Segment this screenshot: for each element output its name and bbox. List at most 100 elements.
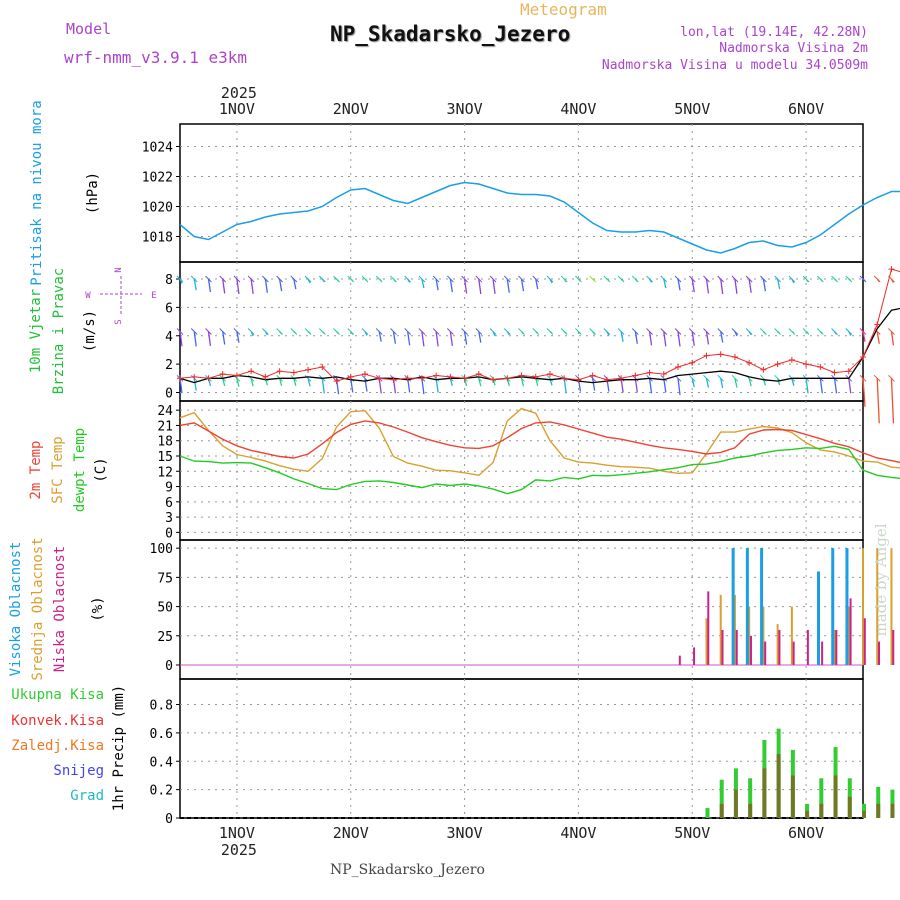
wind-arrow-head	[660, 275, 668, 283]
wind-arrow	[777, 378, 781, 386]
wind-arrow-head	[333, 275, 340, 283]
wind-arrow-head	[404, 275, 412, 283]
wind-arrow-head	[760, 328, 767, 335]
wind-arrow	[677, 278, 681, 291]
wind-arrow-head	[674, 275, 682, 283]
y-tick-label: 0	[165, 812, 173, 827]
wind-arrow-head	[262, 328, 269, 335]
wind-arrow-head	[333, 328, 340, 335]
wind-arrow-head	[304, 275, 312, 283]
time-label-bottom: 2NOV	[333, 824, 369, 842]
wind-arrow	[634, 331, 638, 344]
y-tick-label: 8	[165, 273, 173, 288]
wind-arrow	[663, 278, 667, 289]
gust-marker	[831, 369, 838, 376]
wind-arrow-head	[390, 328, 397, 335]
wind-arrow-head	[802, 328, 810, 335]
gust-marker	[490, 376, 497, 383]
wind-arrow	[705, 278, 710, 294]
wind-arrow	[435, 278, 439, 291]
wind-arrow	[592, 378, 596, 391]
wind-arrow-head	[859, 374, 867, 382]
gust-marker	[233, 372, 240, 379]
convective-precip-bar	[805, 810, 810, 818]
wind-arrow-head	[276, 275, 283, 283]
panel-unit-label: (%)	[90, 596, 106, 621]
y-tick-label: 4	[165, 330, 173, 345]
y-tick-label: 2	[165, 358, 173, 373]
y-tick-label: 75	[157, 571, 173, 586]
y-tick-label: 0	[165, 526, 173, 541]
wind-arrow	[463, 331, 468, 345]
time-label-bottom: 5NOV	[674, 824, 710, 842]
wind-arrow-head	[219, 328, 227, 335]
gust-marker	[219, 371, 226, 378]
gust-marker	[845, 368, 852, 375]
wind-arrow-head	[603, 328, 611, 335]
wind-arrow-head	[233, 275, 241, 283]
gust-marker	[603, 376, 610, 383]
wind-arrow	[449, 331, 453, 346]
wind-arrow	[492, 278, 496, 294]
panel-unit-label: (hPa)	[85, 172, 101, 214]
gust-marker	[746, 359, 753, 366]
time-label-top: 1NOV	[219, 100, 255, 118]
wind-arrow	[293, 378, 297, 386]
wind-arrow-head	[816, 275, 824, 283]
gust-marker	[632, 372, 639, 379]
wind-arrow-head	[802, 275, 810, 283]
wind-arrow-head	[731, 328, 739, 335]
wind-arrow-head	[318, 328, 326, 335]
gust-marker	[475, 371, 482, 378]
panel-legend-label: 2m Temp	[28, 440, 44, 499]
gust-marker	[660, 371, 667, 378]
wind-arrow-head	[532, 275, 540, 283]
time-label-bottom: 4NOV	[560, 824, 596, 842]
wind-arrow	[435, 378, 439, 393]
y-tick-label: 18	[157, 435, 173, 450]
gust-marker	[803, 361, 810, 368]
wind-arrow-head	[859, 275, 867, 283]
sfc-temp-line	[179, 407, 900, 477]
wind-arrow	[691, 278, 695, 293]
wind-arrow-head	[233, 328, 241, 335]
gust-marker	[347, 373, 354, 380]
wind-arrow-head	[774, 328, 781, 335]
precip-legend-item: Ukupna Kisa	[11, 687, 104, 703]
wind-arrow-head	[888, 374, 895, 382]
gust-marker	[589, 372, 596, 379]
gust-marker	[461, 375, 468, 382]
wind-arrow	[705, 331, 710, 345]
wind-arrow-head	[475, 328, 483, 335]
wind-arrow	[734, 378, 738, 388]
wind-arrow-head	[190, 328, 198, 335]
wind-arrow-head	[447, 328, 454, 335]
wind-arrow-head	[575, 328, 582, 335]
wind-arrow	[193, 331, 197, 347]
wind-arrow-head	[318, 275, 326, 283]
wind-arrow-head	[290, 275, 298, 283]
wind-arrow-head	[575, 275, 582, 283]
time-label-top: 2NOV	[333, 100, 369, 118]
wind-arrow	[762, 278, 767, 292]
compass-w: W	[85, 291, 91, 301]
panel-legend-label: Srednja Oblacnost	[30, 537, 46, 680]
wind-arrow	[278, 278, 283, 292]
wind-arrow	[449, 278, 453, 293]
wind-arrow-head	[788, 328, 796, 335]
wind-arrow	[748, 378, 752, 387]
wind-arrow-head	[603, 275, 611, 283]
wind-arrow-head	[404, 328, 412, 335]
wind-arrow	[421, 278, 425, 289]
wind-arrow-head	[660, 328, 668, 335]
dewpoint-line	[179, 445, 900, 495]
wind-arrow-head	[845, 275, 853, 283]
wind-arrow	[236, 278, 240, 295]
panel-frame-5	[179, 678, 864, 819]
pressure-line	[179, 181, 900, 254]
wind-arrow-head	[518, 328, 525, 335]
wind-arrow-head	[717, 374, 725, 382]
gust-marker	[433, 372, 440, 379]
